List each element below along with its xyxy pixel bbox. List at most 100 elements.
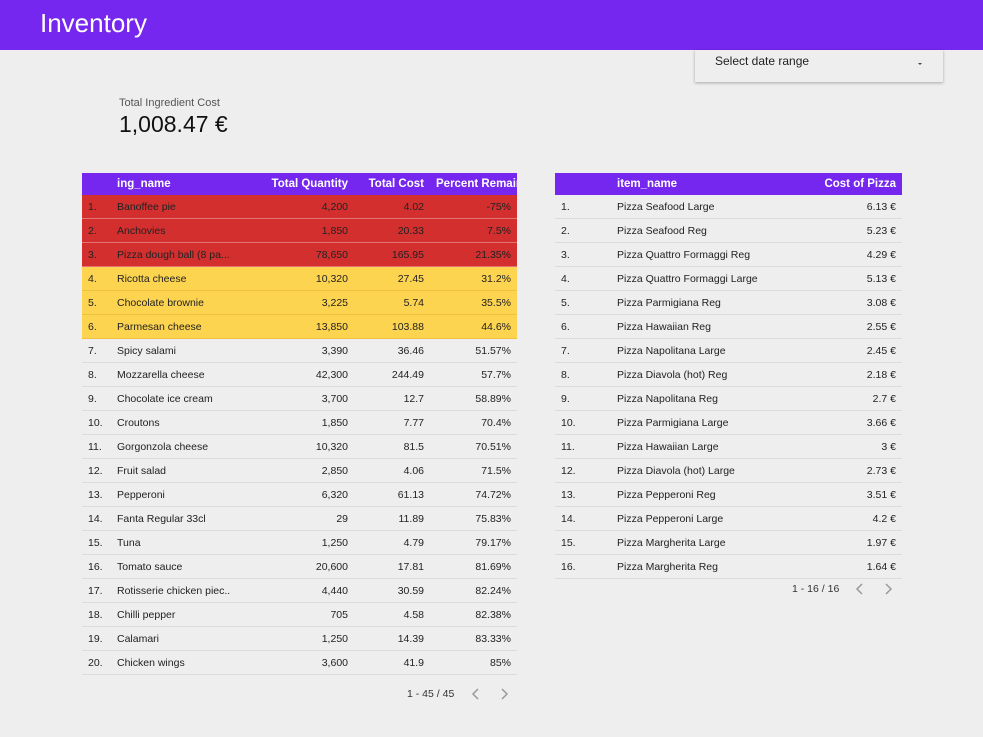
table-row: 7. Spicy salami 3,390 36.46 51.57%	[82, 339, 517, 363]
table-cell: Anchovies	[117, 224, 166, 237]
table-cell: 3.66 €	[866, 416, 896, 429]
table-cell: 17.	[88, 584, 103, 597]
table-cell: 71.5%	[481, 464, 511, 477]
table-cell: 29	[336, 512, 348, 525]
table-cell: Mozzarella cheese	[117, 368, 205, 381]
header-cell: ing_name	[117, 178, 171, 190]
table-cell: 3,700	[321, 392, 348, 405]
table-cell: Pizza Hawaiian Large	[617, 440, 719, 453]
table-cell: 70.51%	[475, 440, 511, 453]
table-cell: Pizza Diavola (hot) Reg	[617, 368, 728, 381]
table-cell: 3,600	[321, 656, 348, 669]
table-cell: 11.	[561, 440, 575, 453]
header-row: ing_name Total Quantity Total Cost Percent …	[82, 173, 517, 195]
table-row: 15. Pizza Margherita Large 1.97 €	[555, 531, 902, 555]
table-cell: 12.7	[403, 392, 424, 405]
table-cell: Croutons	[117, 416, 160, 429]
table-cell: 103.88	[391, 320, 424, 333]
table-cell: 5.	[561, 296, 570, 309]
table-row: 1. Pizza Seafood Large 6.13 €	[555, 195, 902, 219]
table-cell: Parmesan cheese	[117, 320, 202, 333]
table-cell: 16.	[88, 560, 103, 573]
table-cell: 5.	[88, 296, 97, 309]
table-cell: Rotisserie chicken piec...	[117, 584, 231, 597]
table-row: 3. Pizza dough ball (8 pa... 78,650 165.95 2…	[82, 243, 517, 267]
header-cell: item_name	[617, 178, 678, 190]
table-cell: 7.5%	[487, 224, 511, 237]
table-cell: 10,320	[315, 440, 348, 453]
table-cell: 20.33	[397, 224, 424, 237]
table-cell: 3.	[88, 248, 97, 261]
table-cell: 51.57%	[475, 344, 511, 357]
table-cell: 10.	[561, 416, 576, 429]
table-cell: 2,850	[321, 464, 348, 477]
header-cell: Percent Remaini...	[436, 178, 517, 190]
table-cell: 4.58	[403, 608, 424, 621]
table-cell: 6.13 €	[866, 200, 896, 213]
table-cell: 5.23 €	[866, 224, 896, 237]
table-row: 20. Chicken wings 3,600 41.9 85%	[82, 651, 517, 675]
pagination: 1 - 45 / 45	[407, 688, 455, 700]
table-cell: 83.33%	[475, 632, 511, 645]
table-cell: Banoffee pie	[117, 200, 176, 213]
table-row: 8. Pizza Diavola (hot) Reg 2.18 €	[555, 363, 902, 387]
pagination: 1 - 16 / 16	[792, 583, 840, 595]
table-cell: 6,320	[321, 488, 348, 501]
table-cell: Pepperoni	[117, 488, 165, 501]
table-cell: 31.2%	[481, 272, 511, 285]
table-cell: Fanta Regular 33cl	[117, 512, 206, 525]
table-cell: 13.	[561, 488, 576, 501]
table-cell: 6.	[88, 320, 97, 333]
ingredients-table: ing_name Total Quantity Total Cost Percent …	[82, 173, 517, 681]
table-cell: 42,300	[315, 368, 348, 381]
table-cell: 81.69%	[475, 560, 511, 573]
pizza-table: item_name Cost of Pizza 1. Pizza Seafood La…	[555, 173, 902, 583]
table-cell: 61.13	[397, 488, 424, 501]
table-cell: Pizza Margherita Reg	[617, 560, 718, 573]
table-row: 12. Pizza Diavola (hot) Large 2.73 €	[555, 459, 902, 483]
pager-arrows[interactable]	[853, 582, 897, 596]
table-cell: 3,225	[321, 296, 348, 309]
table-cell: Pizza Seafood Large	[617, 200, 715, 213]
table-row: 4. Pizza Quattro Formaggi Large 5.13 €	[555, 267, 902, 291]
table-cell: Pizza Pepperoni Large	[617, 512, 724, 525]
table-cell: Pizza Seafood Reg	[617, 224, 707, 237]
table-row: 14. Fanta Regular 33cl 29 11.89 75.83%	[82, 507, 517, 531]
table-cell: 705	[330, 608, 348, 621]
table-cell: 82.38%	[475, 608, 511, 621]
table-cell: 11.89	[398, 512, 425, 525]
table-cell: 1,250	[321, 536, 348, 549]
table-row: 6. Parmesan cheese 13,850 103.88 44.6%	[82, 315, 517, 339]
header-bar	[0, 0, 983, 50]
table-row: 10. Pizza Parmigiana Large 3.66 €	[555, 411, 902, 435]
table-cell: 244.49	[391, 368, 424, 381]
table-cell: Tomato sauce	[117, 560, 183, 573]
table-cell: 1,250	[321, 632, 348, 645]
table-row: 14. Pizza Pepperoni Large 4.2 €	[555, 507, 902, 531]
table-cell: 4.79	[403, 536, 424, 549]
table-cell: 2.18 €	[866, 368, 896, 381]
date-picker-label: Select date range	[715, 54, 810, 68]
table-cell: 14.	[561, 512, 576, 525]
table-cell: 15.	[88, 536, 103, 549]
table-cell: 3.51 €	[866, 488, 896, 501]
table-cell: 14.	[88, 512, 103, 525]
table-cell: 81.5	[403, 440, 424, 453]
table-row: 1. Banoffee pie 4,200 4.02 -75%	[82, 195, 517, 219]
table-cell: 2.7 €	[872, 392, 896, 405]
table-cell: Calamari	[117, 632, 160, 645]
table-cell: Chocolate ice cream	[117, 392, 213, 405]
table-cell: 36.46	[397, 344, 424, 357]
table-cell: Pizza Napolitana Reg	[617, 392, 718, 405]
table-cell: 10,320	[315, 272, 348, 285]
table-cell: 4.29 €	[866, 248, 896, 261]
table-cell: 10.	[88, 416, 103, 429]
table-row: 5. Chocolate brownie 3,225 5.74 35.5%	[82, 291, 517, 315]
table-row: 19. Calamari 1,250 14.39 83.33%	[82, 627, 517, 651]
table-cell: 30.59	[397, 584, 424, 597]
table-cell: 7.77	[403, 416, 424, 429]
date-picker[interactable]: Select date range	[695, 50, 943, 82]
pager-arrows[interactable]	[469, 687, 513, 701]
table-cell: 2.	[88, 224, 97, 237]
